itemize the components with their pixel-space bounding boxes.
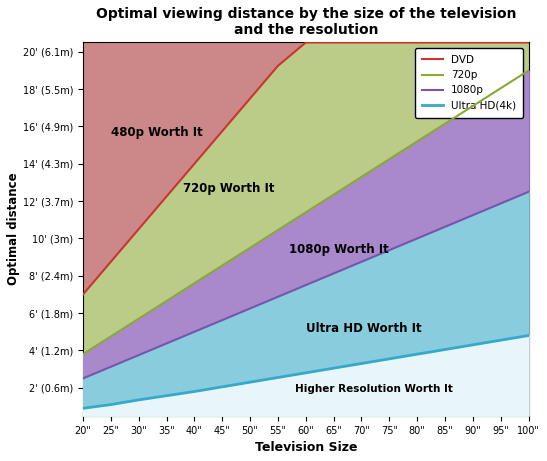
Text: Ultra HD Worth It: Ultra HD Worth It <box>306 322 421 335</box>
Legend: DVD, 720p, 1080p, Ultra HD(4k): DVD, 720p, 1080p, Ultra HD(4k) <box>415 47 523 118</box>
Text: 720p Worth It: 720p Worth It <box>183 182 275 195</box>
X-axis label: Television Size: Television Size <box>254 441 357 454</box>
Title: Optimal viewing distance by the size of the television
and the resolution: Optimal viewing distance by the size of … <box>96 7 516 37</box>
Y-axis label: Optimal distance: Optimal distance <box>7 173 20 285</box>
Text: 1080p Worth It: 1080p Worth It <box>289 243 389 256</box>
Text: 480p Worth It: 480p Worth It <box>111 126 202 139</box>
Text: Higher Resolution Worth It: Higher Resolution Worth It <box>295 384 452 394</box>
